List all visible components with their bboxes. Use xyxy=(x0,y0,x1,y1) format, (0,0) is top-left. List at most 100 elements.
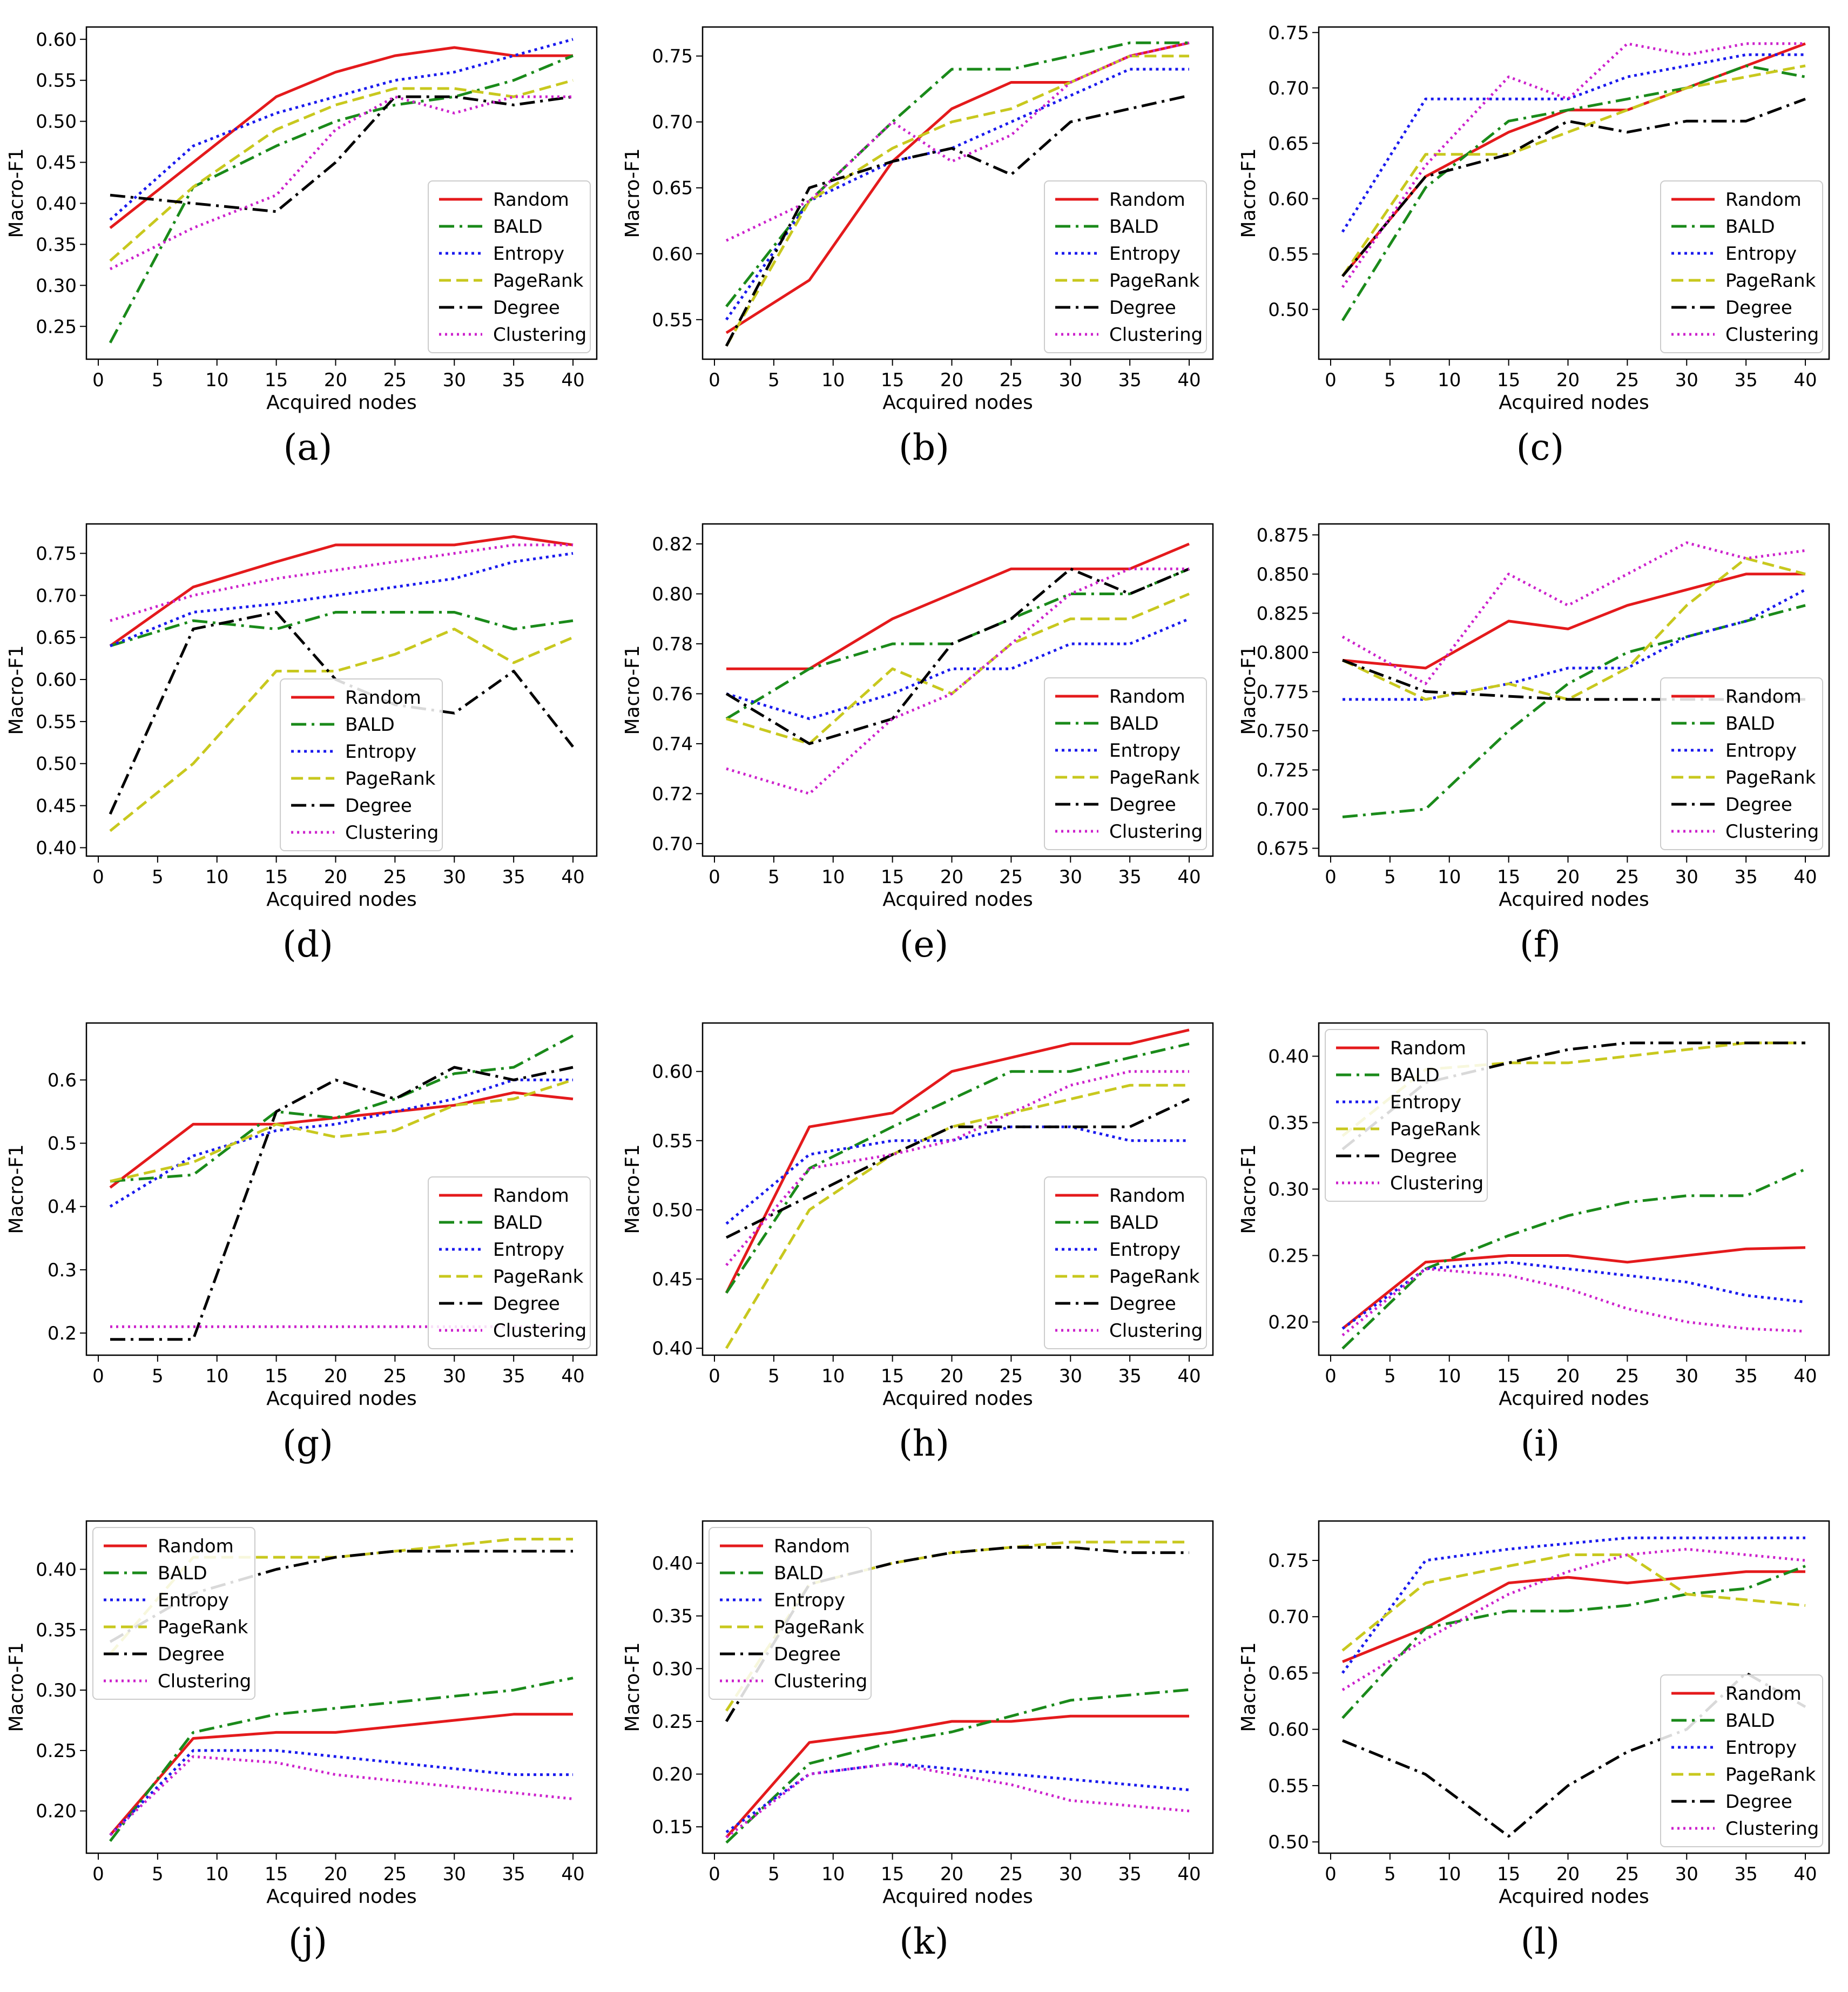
legend-label: BALD xyxy=(1725,713,1775,735)
y-tick-label: 0.75 xyxy=(1268,22,1309,44)
y-tick-label: 0.45 xyxy=(36,152,77,174)
series-line-bald xyxy=(110,611,574,648)
x-tick-label: 15 xyxy=(881,1863,904,1885)
x-tick-label: 10 xyxy=(821,1863,845,1885)
y-tick-label: 0.775 xyxy=(1257,681,1309,703)
legend: Random BALD Entropy PageRank Degree Clusterin… xyxy=(1044,180,1207,353)
y-tick-label: 0.70 xyxy=(1268,1606,1309,1628)
x-tick-label: 30 xyxy=(1059,369,1082,391)
series-line-pagerank xyxy=(1341,557,1806,701)
legend-label: Clustering xyxy=(1109,821,1203,843)
legend-label: BALD xyxy=(493,216,543,238)
y-axis-label: Macro-F1 xyxy=(5,1642,28,1732)
x-tick-label: 35 xyxy=(502,1863,525,1885)
x-axis-label: Acquired nodes xyxy=(266,392,417,414)
chart-g: 0 5 10 15 20 25 30 35 40 0.2 0.3 0.4 0.5 0.6 Acquired … xyxy=(5,1022,598,1410)
series-line-degree xyxy=(1341,97,1806,277)
y-tick-label: 0.65 xyxy=(652,178,693,199)
chart-e: 0 5 10 15 20 25 30 35 40 0.70 0.72 0.74 0.76 0.78 0.80… xyxy=(622,523,1214,911)
y-axis-label: Macro-F1 xyxy=(1238,645,1260,735)
x-tick-label: 30 xyxy=(443,866,466,888)
series-line-clustering xyxy=(1341,1547,1806,1691)
x-tick-label: 30 xyxy=(443,369,466,391)
legend: Random BALD Entropy PageRank Degree Clusterin… xyxy=(709,1527,872,1700)
caption-i: (i) xyxy=(1520,1423,1560,1464)
panel-f: 0 5 10 15 20 25 30 35 40 0.675 0.700 0.725 0.750 0.77… xyxy=(1232,497,1848,983)
x-tick-label: 20 xyxy=(324,369,347,391)
legend-label: Random xyxy=(1109,686,1185,708)
x-tick-label: 5 xyxy=(1384,1365,1396,1387)
x-tick-label: 5 xyxy=(1384,369,1396,391)
x-tick-label: 0 xyxy=(709,1863,720,1885)
x-tick-label: 20 xyxy=(1556,369,1580,391)
legend-label: Random xyxy=(1109,189,1185,211)
series-line-pagerank xyxy=(725,1084,1189,1349)
x-tick-label: 40 xyxy=(1793,1863,1817,1885)
y-tick-label: 0.55 xyxy=(652,1130,693,1152)
legend-label: Clustering xyxy=(1109,324,1203,346)
panel-e: 0 5 10 15 20 25 30 35 40 0.70 0.72 0.74 0.76 0.78 0.80… xyxy=(616,497,1232,983)
x-tick-label: 30 xyxy=(1675,866,1698,888)
y-tick-label: 0.35 xyxy=(1268,1113,1309,1134)
legend: Random BALD Entropy PageRank Degree Clusterin… xyxy=(1660,1674,1823,1847)
x-tick-label: 40 xyxy=(1793,369,1817,391)
series-line-random xyxy=(725,1714,1189,1839)
legend: Random BALD Entropy PageRank Degree Clusterin… xyxy=(428,180,591,353)
legend: Random BALD Entropy PageRank Degree Clusterin… xyxy=(1660,677,1823,850)
legend-label: Random xyxy=(1390,1038,1466,1059)
series-line-pagerank xyxy=(110,1079,574,1183)
legend: Random BALD Entropy PageRank Degree Clusterin… xyxy=(1325,1029,1488,1202)
panel-a: 0 5 10 15 20 25 30 35 40 0.25 0.30 0.35 0.40 0.45 0.50… xyxy=(0,0,616,486)
panel-g: 0 5 10 15 20 25 30 35 40 0.2 0.3 0.4 0.5 0.6 Acquired … xyxy=(0,996,616,1482)
caption-b: (b) xyxy=(899,427,949,468)
x-tick-label: 20 xyxy=(940,1365,963,1387)
x-tick-label: 25 xyxy=(383,1863,407,1885)
y-tick-label: 0.40 xyxy=(36,837,77,859)
x-tick-label: 35 xyxy=(1735,1365,1758,1387)
y-tick-label: 0.60 xyxy=(652,244,693,265)
y-tick-label: 0.76 xyxy=(652,683,693,705)
legend-label: Degree xyxy=(345,795,412,817)
y-tick-label: 0.70 xyxy=(652,833,693,855)
x-tick-label: 0 xyxy=(1325,866,1337,888)
legend-label: Random xyxy=(493,189,569,211)
legend-label: Degree xyxy=(493,1293,560,1315)
legend-label: Clustering xyxy=(1725,1818,1819,1840)
series-line-pagerank xyxy=(1341,1041,1805,1138)
panel-j: 0 5 10 15 20 25 30 35 40 0.20 0.25 0.30 0.35 0.40 Acqu… xyxy=(0,1494,616,1980)
legend-label: PageRank xyxy=(1390,1119,1481,1140)
series-line-entropy xyxy=(110,552,574,648)
panel-d: 0 5 10 15 20 25 30 35 40 0.40 0.45 0.50 0.55 0.60 0.65… xyxy=(0,497,616,983)
y-tick-label: 0.65 xyxy=(36,627,77,649)
x-tick-label: 25 xyxy=(1616,1365,1639,1387)
x-axis-label: Acquired nodes xyxy=(882,889,1033,911)
chart-k: 0 5 10 15 20 25 30 35 40 0.15 0.20 0.25 0.30 0.35 0.40… xyxy=(622,1520,1214,1908)
caption-f: (f) xyxy=(1520,924,1561,965)
legend-label: Random xyxy=(345,687,421,709)
x-tick-label: 15 xyxy=(1497,866,1520,888)
x-tick-label: 30 xyxy=(1059,1365,1082,1387)
chart-i: 0 5 10 15 20 25 30 35 40 0.20 0.25 0.30 0.35 0.40 Acqu… xyxy=(1238,1022,1830,1410)
x-tick-label: 5 xyxy=(1384,1863,1396,1885)
y-axis-label: Macro-F1 xyxy=(1238,1642,1260,1732)
x-tick-label: 10 xyxy=(205,1365,228,1387)
y-tick-label: 0.20 xyxy=(1268,1312,1309,1334)
x-tick-label: 15 xyxy=(265,866,288,888)
legend-label: Random xyxy=(774,1536,850,1557)
series-line-entropy xyxy=(109,1749,573,1836)
y-tick-label: 0.75 xyxy=(1268,1550,1309,1572)
x-tick-label: 0 xyxy=(92,369,104,391)
x-tick-label: 35 xyxy=(1118,369,1142,391)
panel-b: 0 5 10 15 20 25 30 35 40 0.55 0.60 0.65 0.70 0.75 Acqu… xyxy=(616,0,1232,486)
legend-label: BALD xyxy=(1109,216,1159,238)
x-tick-label: 10 xyxy=(821,866,845,888)
legend: Random BALD Entropy PageRank Degree Clusterin… xyxy=(1044,1176,1207,1349)
x-tick-label: 20 xyxy=(940,369,963,391)
series-line-entropy xyxy=(109,1078,573,1208)
y-axis-label: Macro-F1 xyxy=(622,1642,644,1732)
x-tick-label: 20 xyxy=(324,1863,347,1885)
x-tick-label: 10 xyxy=(205,1863,228,1885)
x-tick-label: 0 xyxy=(92,1863,104,1885)
legend-label: PageRank xyxy=(1725,1764,1816,1786)
y-tick-label: 0.725 xyxy=(1257,759,1309,781)
